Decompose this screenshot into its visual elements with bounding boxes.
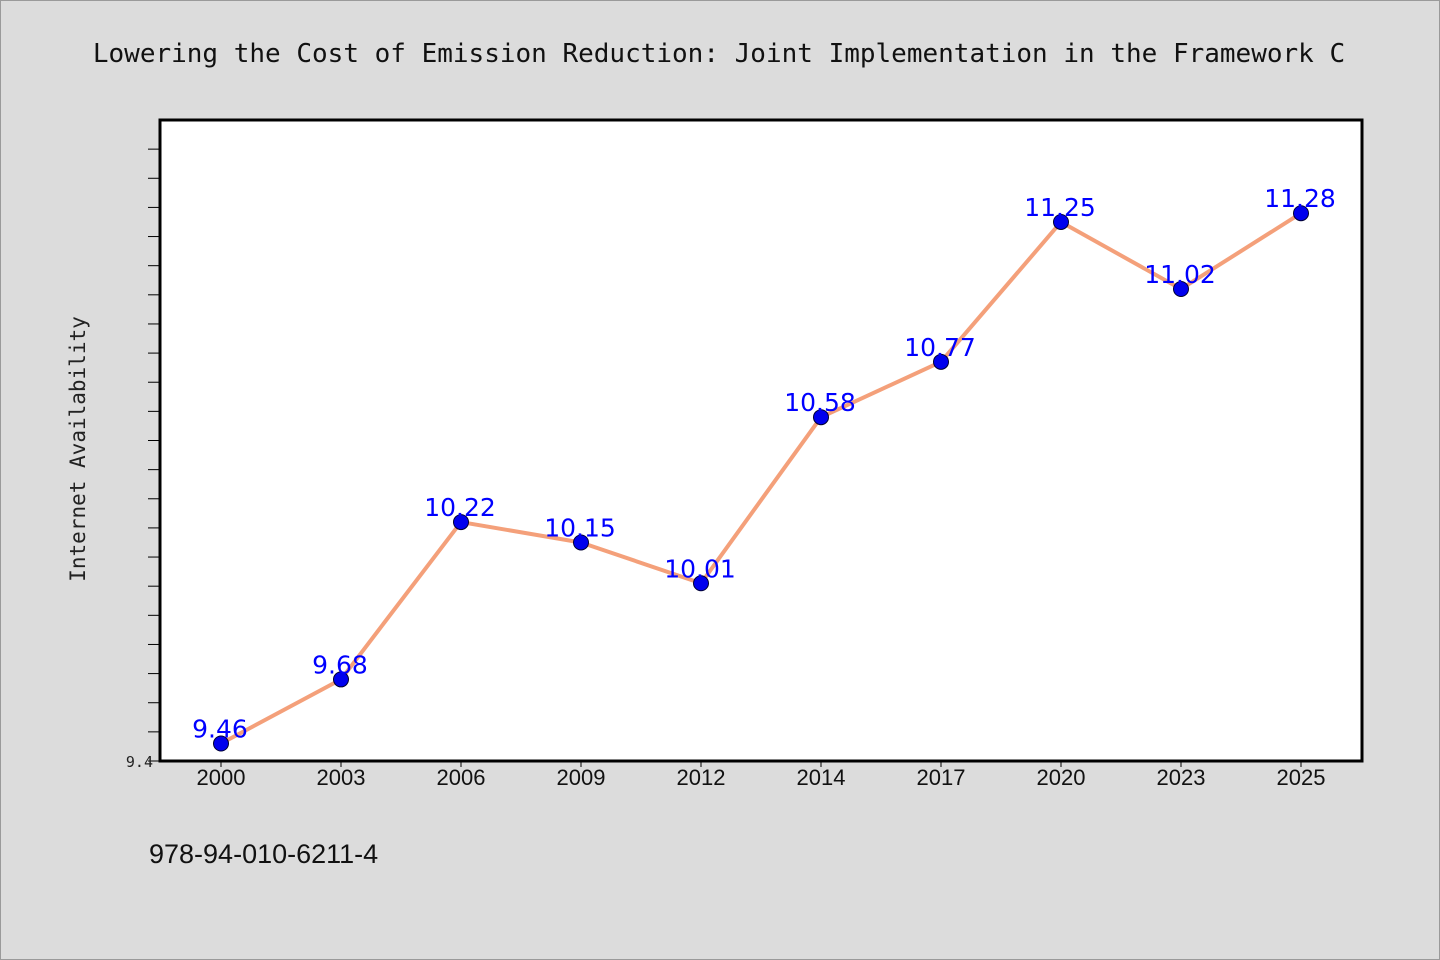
data-point <box>453 514 469 531</box>
x-tick-label: 2020 <box>1037 765 1086 790</box>
x-tick-label: 2012 <box>677 765 726 790</box>
isbn-text: 978-94-010-6211-4 <box>149 839 378 869</box>
x-tick-label: 2025 <box>1277 765 1326 790</box>
data-label: 11.28 <box>1264 184 1336 213</box>
series-0: 9.46 9.68 10.22 10.15 10.01 10.58 10.77 11.25 11… <box>192 184 1336 752</box>
data-label: 9.68 <box>312 650 368 679</box>
data-point <box>1053 213 1069 230</box>
data-point <box>333 671 349 688</box>
data-label: 11.02 <box>1144 260 1216 289</box>
data-label: 10.15 <box>544 513 616 542</box>
x-tick-label: 2017 <box>917 765 966 790</box>
data-point <box>213 735 229 752</box>
x-tick-label: 2014 <box>797 765 846 790</box>
x-tick-label: 2000 <box>197 765 246 790</box>
data-label: 11.25 <box>1024 193 1096 222</box>
data-point <box>573 534 589 551</box>
data-label: 10.58 <box>784 388 856 417</box>
y-tick-label-min: 9.4 <box>126 753 153 771</box>
y-axis-label: Internet Availability <box>66 316 90 582</box>
chart-title: Lowering the Cost of Emission Reduction:… <box>93 39 1345 69</box>
x-tick-label: 2003 <box>317 765 366 790</box>
data-label: 10.77 <box>904 333 976 362</box>
x-tick-label: 2009 <box>557 765 606 790</box>
x-axis-ticks: 2000 2003 2006 2009 2012 2014 2017 2020 2023 2025 <box>197 761 1326 790</box>
data-label: 9.46 <box>192 715 248 744</box>
data-point <box>1173 280 1189 297</box>
x-tick-label: 2023 <box>1157 765 1206 790</box>
data-label: 10.01 <box>664 554 736 583</box>
x-tick-label: 2006 <box>437 765 486 790</box>
data-point <box>693 575 709 592</box>
series-line <box>220 211 1303 746</box>
data-label: 10.22 <box>424 493 496 522</box>
y-axis-ticks <box>148 148 160 762</box>
data-point <box>933 353 949 370</box>
data-point <box>813 409 829 426</box>
data-point <box>1293 205 1309 222</box>
